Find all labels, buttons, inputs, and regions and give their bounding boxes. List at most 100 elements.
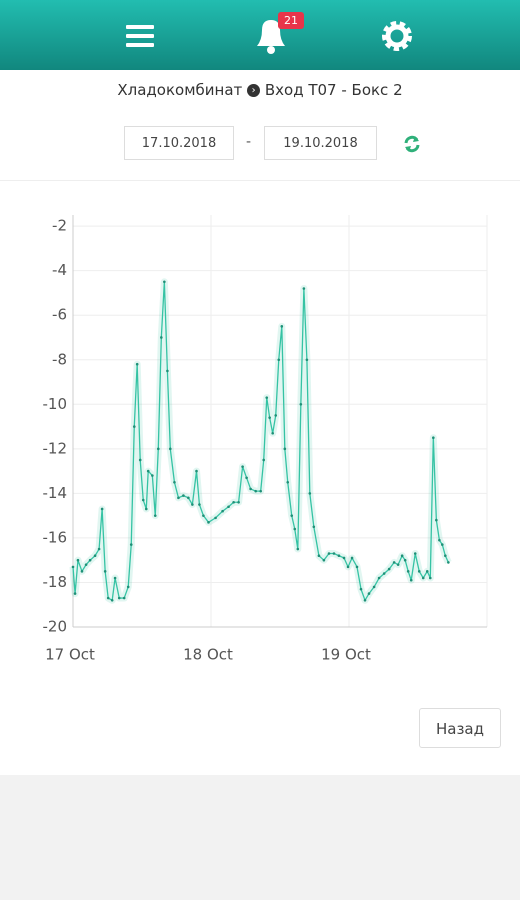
point [283,447,287,451]
point [221,509,224,513]
y-tick-label: -10 [43,395,68,413]
y-tick-label: -18 [43,573,68,591]
point [274,414,278,417]
point [93,554,97,558]
point [129,543,133,546]
date-from[interactable]: 17.10.2018 [124,126,234,160]
line-band [69,278,452,604]
point [103,570,107,573]
point [387,567,391,571]
point [312,525,316,529]
date-to[interactable]: 19.10.2018 [264,126,377,160]
point [286,480,290,484]
point [367,592,371,595]
point [296,547,300,551]
point [187,496,190,500]
point [377,576,381,580]
point [191,503,194,506]
point [146,469,150,473]
point [355,565,359,569]
point [302,287,306,290]
breadcrumb-to: Вход Т07 - Бокс 2 [264,81,403,99]
x-tick-label: 19 Oct [321,646,371,664]
point [308,492,312,495]
point [144,507,148,511]
point [166,369,169,373]
arrow-icon: › [247,84,261,97]
point [88,558,92,562]
point [265,396,269,399]
content [0,70,520,775]
point [237,500,240,504]
point [151,474,154,477]
point [350,556,354,560]
chart: -20 -18 -16 -14 -12 -10 -8 -6 -4 -2 17 Oct 18 Oct 19… [43,215,488,664]
point [342,556,346,560]
point [156,447,160,451]
point [227,505,230,509]
point [80,570,84,573]
point [438,538,441,542]
point [207,521,210,524]
point [100,507,104,511]
point [417,570,421,573]
point [117,596,121,600]
point [447,561,450,564]
point [382,572,386,575]
y-tick-label: -12 [43,439,68,457]
y-tick-label: -2 [52,217,67,235]
point [106,596,110,600]
point [363,598,367,602]
point [299,402,303,406]
point [406,570,410,573]
point [280,325,284,328]
point [249,487,252,491]
point [409,578,413,582]
point [271,431,274,435]
divider [0,180,520,181]
point [396,563,400,566]
header: 21 [0,0,520,70]
point [435,518,438,522]
bell-icon[interactable] [257,20,285,54]
point [177,496,180,500]
point [122,596,126,600]
point [268,416,271,419]
date-separator: - [246,134,252,150]
point [290,514,294,517]
point [305,358,309,362]
point [202,514,205,517]
menu-icon[interactable] [126,25,154,47]
y-tick-label: -4 [52,261,67,279]
x-tick-label: 18 Oct [183,646,233,664]
point [163,280,166,284]
refresh-icon[interactable] [402,134,422,154]
back-button[interactable]: Назад [419,708,501,748]
point [71,565,75,569]
settings-icon[interactable] [382,21,412,51]
y-tick-label: -8 [52,350,67,368]
point [337,554,341,558]
point [372,585,376,589]
point [259,489,262,493]
point [392,561,396,564]
point [428,576,432,580]
point [421,576,425,580]
point [440,543,444,546]
point [76,558,80,562]
point [262,458,266,462]
y-tick-label: -14 [43,484,68,502]
breadcrumb-from[interactable]: Хладокомбинат [117,81,243,99]
point [403,558,407,562]
point [425,570,429,573]
y-tick-label: -20 [43,618,68,636]
point [160,336,163,339]
point [332,552,336,555]
point [153,514,157,517]
point [182,494,185,497]
point [413,552,417,555]
point [245,476,248,480]
point [132,425,136,428]
point [110,598,114,602]
